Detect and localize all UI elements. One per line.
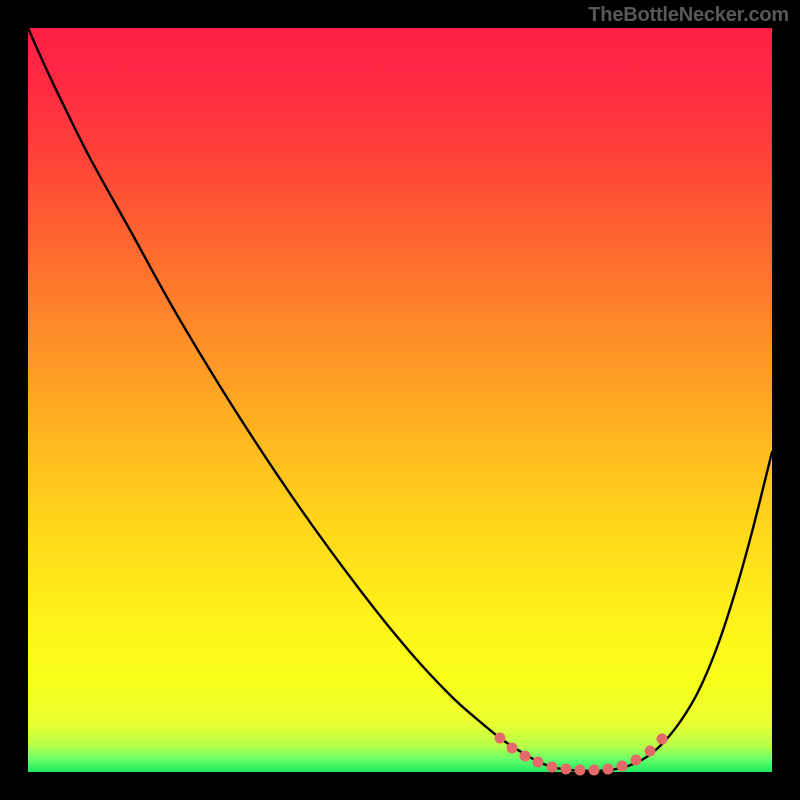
- chart-frame: [0, 0, 800, 800]
- watermark-text: TheBottleNecker.com: [588, 4, 789, 27]
